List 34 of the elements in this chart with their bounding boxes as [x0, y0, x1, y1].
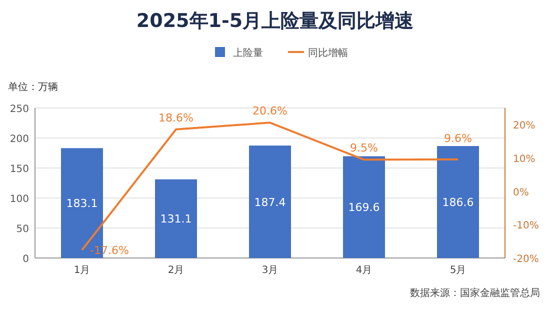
source-note: 数据来源：国家金融监管总局: [410, 287, 540, 299]
bar: [249, 146, 291, 258]
y-tick-label: 100: [10, 194, 29, 205]
data-label: 183.1: [66, 197, 98, 210]
bar: [437, 146, 479, 258]
y-tick-label: 0: [22, 254, 29, 265]
y2-tick-label: 20%: [513, 120, 536, 132]
y-tick-label: 50: [16, 224, 29, 235]
x-tick-label: 5月: [450, 265, 466, 276]
data-label: 186.6: [442, 196, 474, 210]
bar: [343, 156, 385, 258]
data-label: 9.6%: [444, 132, 472, 146]
y2-tick-label: 10%: [513, 154, 536, 165]
x-tick-label: 4月: [356, 265, 372, 276]
data-label: 20.6%: [252, 104, 288, 118]
y2-tick-label: 0%: [513, 187, 529, 198]
data-label: 131.1: [160, 212, 192, 226]
y2-tick-label: -10%: [513, 220, 539, 232]
data-label: 9.5%: [350, 142, 378, 155]
x-tick-label: 2月: [168, 265, 184, 276]
legend-label: 上险量: [233, 47, 263, 59]
y-tick-label: 150: [10, 164, 29, 175]
y2-tick-label: -20%: [513, 254, 539, 265]
x-tick-label: 3月: [262, 265, 278, 276]
data-label: 187.4: [254, 196, 286, 209]
data-label: 169.6: [348, 201, 380, 214]
chart-title: 2025年1-5月上险量及同比增速: [136, 10, 414, 32]
legend-label: 同比增幅: [308, 47, 348, 59]
x-tick-label: 1月: [74, 265, 90, 276]
y-tick-label: 200: [10, 134, 29, 145]
y-axis-title: 单位：万辆: [8, 81, 58, 93]
data-label: 18.6%: [158, 111, 194, 124]
y-tick-label: 250: [10, 104, 29, 115]
bar: [155, 179, 197, 258]
